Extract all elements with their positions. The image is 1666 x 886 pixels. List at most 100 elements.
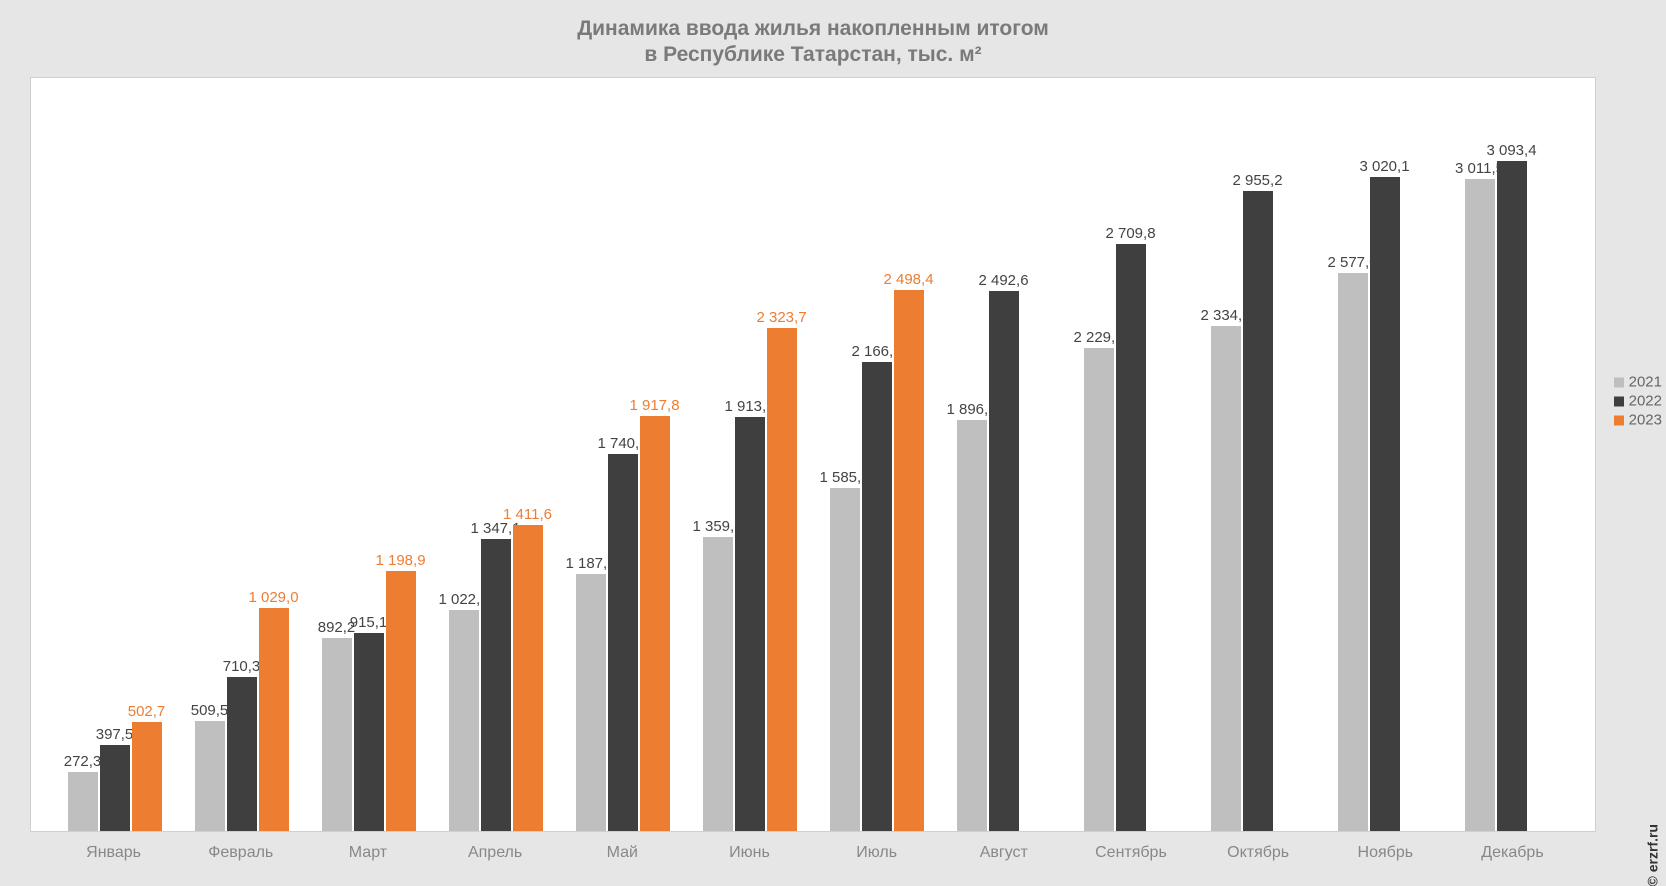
chart-title: Динамика ввода жилья накопленным итогом … <box>30 12 1596 77</box>
bar <box>1338 273 1368 831</box>
chart-title-line2: в Республике Татарстан, тыс. м² <box>30 42 1596 68</box>
legend-swatch <box>1614 396 1624 406</box>
bar-value-label: 2 498,4 <box>883 271 933 288</box>
copyright: © erzrf.ru <box>1644 824 1660 886</box>
category-label: Сентябрь <box>1067 844 1194 862</box>
legend-label: 2021 <box>1629 374 1662 391</box>
bar-wrap: 915,1 <box>354 106 384 832</box>
bar-value-label: 1 411,6 <box>503 506 552 523</box>
bar <box>322 638 352 831</box>
bar-value-label: 1 198,9 <box>375 552 425 569</box>
bar-group: 1 585,32 166,82 498,4 <box>813 106 940 832</box>
bar-value-label: 509,5 <box>191 702 229 719</box>
bar <box>100 745 130 831</box>
bar <box>481 539 511 831</box>
bar <box>862 362 892 831</box>
bar-wrap: 892,2 <box>322 106 352 832</box>
bar-group: 1 359,51 913,32 323,7 <box>686 106 813 832</box>
bar-group: 2 334,12 955,2 <box>1194 106 1321 832</box>
bar-wrap: 3 020,1 <box>1370 106 1400 832</box>
category-label: Март <box>304 844 431 862</box>
legend-label: 2023 <box>1629 412 1662 429</box>
bar <box>735 417 765 831</box>
bar-wrap <box>1529 106 1559 832</box>
chart-container: Динамика ввода жилья накопленным итогом … <box>0 0 1666 872</box>
category-label: Май <box>559 844 686 862</box>
category-label: Февраль <box>177 844 304 862</box>
bar <box>1211 326 1241 831</box>
bar-group: 2 577,03 020,1 <box>1321 106 1448 832</box>
bar <box>259 608 289 831</box>
bar-wrap: 1 917,8 <box>640 106 670 832</box>
bar-value-label: 397,5 <box>96 726 134 743</box>
plot-frame: 272,3397,5502,7509,5710,31 029,0892,2915… <box>30 77 1596 833</box>
bar-wrap: 1 411,6 <box>513 106 543 832</box>
bar <box>354 633 384 831</box>
category-label: Декабрь <box>1449 844 1576 862</box>
legend: 2021 2022 2023 <box>1614 372 1662 431</box>
category-label: Апрель <box>432 844 559 862</box>
bar-value-label: 502,7 <box>128 703 166 720</box>
bar <box>576 574 606 831</box>
bar-group: 2 229,22 709,8 <box>1067 106 1194 832</box>
bar <box>1465 179 1495 831</box>
category-label: Ноябрь <box>1322 844 1449 862</box>
bar-wrap <box>1021 106 1051 832</box>
bar <box>68 772 98 831</box>
bar-wrap: 1 740,9 <box>608 106 638 832</box>
bar-wrap: 2 323,7 <box>767 106 797 832</box>
bar-wrap: 1 359,5 <box>703 106 733 832</box>
bar <box>513 525 543 831</box>
bar-wrap: 502,7 <box>132 106 162 832</box>
bar-wrap: 1 187,2 <box>576 106 606 832</box>
bar-wrap: 3 011,5 <box>1465 106 1495 832</box>
bar <box>1497 161 1527 831</box>
bar-value-label: 1 029,0 <box>248 589 298 606</box>
bar-value-label: 915,1 <box>350 614 388 631</box>
category-axis: ЯнварьФевральМартАпрельМайИюньИюльАвгуст… <box>50 844 1576 862</box>
bar-wrap <box>1148 106 1178 832</box>
bar-value-label: 710,3 <box>223 658 261 675</box>
bar-wrap: 272,3 <box>68 106 98 832</box>
bar <box>195 721 225 831</box>
legend-item: 2022 <box>1614 393 1662 410</box>
bar <box>386 571 416 831</box>
bar-wrap: 2 334,1 <box>1211 106 1241 832</box>
bar-wrap: 710,3 <box>227 106 257 832</box>
bar <box>1370 177 1400 831</box>
bar-wrap: 3 093,4 <box>1497 106 1527 832</box>
bar <box>640 416 670 831</box>
bar-wrap: 509,5 <box>195 106 225 832</box>
legend-item: 2021 <box>1614 374 1662 391</box>
bar-wrap <box>1275 106 1305 832</box>
bar-wrap: 2 955,2 <box>1243 106 1273 832</box>
bar-value-label: 272,3 <box>64 753 102 770</box>
legend-item: 2023 <box>1614 412 1662 429</box>
bar <box>1084 348 1114 831</box>
bar-wrap: 1 896,7 <box>957 106 987 832</box>
bar-group: 1 022,21 347,11 411,6 <box>432 106 559 832</box>
bar-group: 272,3397,5502,7 <box>51 106 178 832</box>
bar <box>227 677 257 831</box>
category-label: Январь <box>50 844 177 862</box>
bar <box>767 328 797 831</box>
bar <box>957 420 987 831</box>
bar <box>1243 191 1273 831</box>
bar-groups: 272,3397,5502,7509,5710,31 029,0892,2915… <box>51 106 1575 832</box>
bar <box>989 291 1019 831</box>
bar-wrap: 1 022,2 <box>449 106 479 832</box>
plot-area: 272,3397,5502,7509,5710,31 029,0892,2915… <box>51 106 1575 832</box>
bar-value-label: 1 917,8 <box>629 397 679 414</box>
bar-wrap: 397,5 <box>100 106 130 832</box>
bar-group: 1 187,21 740,91 917,8 <box>559 106 686 832</box>
bar-wrap: 2 166,8 <box>862 106 892 832</box>
category-label: Июнь <box>686 844 813 862</box>
bar-group: 3 011,53 093,4 <box>1448 106 1575 832</box>
bar <box>1116 244 1146 831</box>
bar-wrap: 1 585,3 <box>830 106 860 832</box>
bar <box>132 722 162 831</box>
category-label: Август <box>940 844 1067 862</box>
bar <box>449 610 479 831</box>
bar-wrap: 1 029,0 <box>259 106 289 832</box>
bar-wrap: 2 709,8 <box>1116 106 1146 832</box>
